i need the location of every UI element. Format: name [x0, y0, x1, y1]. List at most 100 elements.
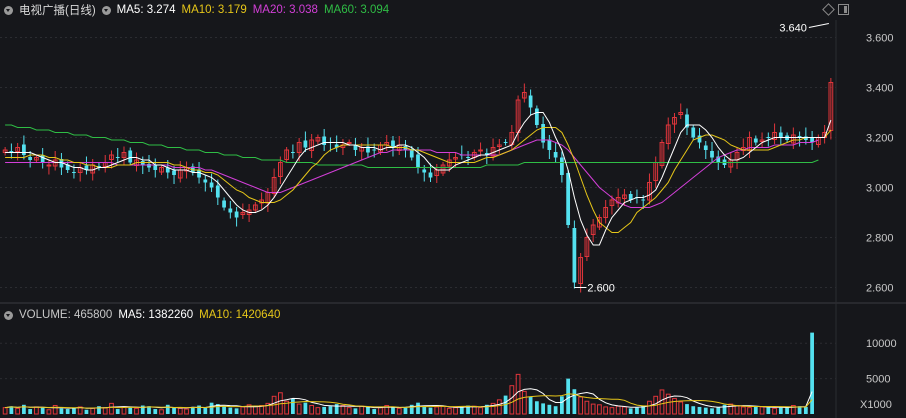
volume-bar — [396, 407, 402, 415]
candle-body — [315, 137, 321, 142]
volume-bar — [366, 406, 370, 414]
volume-bar — [659, 389, 665, 415]
volume-bar — [346, 407, 352, 415]
volume-bar — [59, 408, 64, 414]
candle-body — [547, 139, 552, 150]
volume-bar — [710, 408, 714, 414]
candle-body — [291, 152, 295, 153]
candle-body — [810, 137, 814, 143]
candle-body — [484, 153, 489, 155]
volume-bar — [803, 406, 808, 414]
volume-bar — [622, 406, 627, 415]
volume-bar — [584, 400, 590, 415]
candle-body — [353, 145, 358, 150]
candle-body — [277, 162, 283, 177]
candle-body — [228, 208, 233, 213]
price-tick-label: 3.600 — [866, 33, 894, 45]
high-marker-line — [808, 23, 829, 28]
candle-body — [172, 170, 176, 175]
volume-bar — [785, 406, 789, 414]
panel-icon[interactable] — [838, 4, 849, 15]
candle-body — [391, 140, 395, 148]
volume-bar — [265, 402, 271, 415]
volume-bar — [484, 404, 489, 414]
volume-bar — [428, 407, 433, 414]
candle-body — [478, 149, 483, 152]
volume-bar — [703, 407, 708, 414]
volume-bar — [240, 406, 246, 415]
volume-bar — [177, 407, 183, 415]
volume-bar — [496, 399, 502, 415]
volume-bar — [515, 373, 521, 415]
volume-bar — [560, 396, 564, 414]
volume-bar — [566, 378, 571, 414]
candle-body — [503, 142, 508, 143]
candle-body — [59, 159, 64, 168]
candle-body — [590, 224, 596, 235]
volume-tick-label: 10000 — [866, 338, 897, 350]
volume-bar — [691, 406, 696, 414]
candle-body — [22, 144, 26, 155]
candle-body — [528, 95, 533, 108]
volume-bar — [440, 405, 446, 415]
volume-bar — [102, 407, 108, 415]
volume-bar — [252, 405, 258, 415]
candle-body — [422, 169, 427, 173]
volume-bar — [578, 396, 584, 415]
candle-body — [466, 157, 470, 158]
volume-bar — [215, 404, 220, 414]
volume-bar — [77, 406, 83, 415]
volume-bar — [65, 409, 70, 414]
volume-bar — [453, 407, 458, 415]
volume-bar — [372, 409, 377, 414]
candle-body — [628, 194, 633, 200]
volume-bar — [15, 407, 21, 415]
volume-bar — [384, 405, 390, 415]
volume-bar — [46, 409, 52, 415]
volume-bar — [90, 407, 96, 415]
volume-bar — [309, 405, 315, 415]
volume-ma5: MA5: 1382260 — [118, 309, 194, 321]
volume-bar — [641, 405, 646, 414]
volume-bar — [153, 409, 158, 414]
volume-bar — [672, 397, 677, 415]
volume-bar — [2, 407, 8, 415]
candle-body — [215, 185, 220, 198]
volume-bar — [728, 403, 734, 415]
volume-bar — [716, 406, 721, 414]
candle-body — [309, 139, 315, 151]
candle-body — [147, 164, 151, 168]
volume-bar — [635, 407, 639, 414]
candle-body — [453, 157, 458, 160]
candle-body — [222, 200, 226, 208]
candle-body — [678, 112, 684, 115]
candle-body — [416, 154, 420, 168]
volume-bar — [697, 406, 702, 414]
volume-unit-label: X1000 — [860, 399, 892, 411]
candle-body — [597, 217, 602, 228]
volume-bar — [303, 402, 308, 414]
candle-body — [578, 257, 584, 284]
candle-body — [553, 152, 558, 158]
candle-body — [541, 124, 545, 143]
volume-bar — [778, 407, 783, 414]
volume-bar — [734, 405, 740, 415]
volume-bar — [772, 407, 777, 415]
candle-body — [234, 211, 239, 218]
candle-body — [296, 142, 302, 153]
candle-body — [803, 136, 808, 140]
volume-bar — [72, 407, 76, 414]
volume-bar — [759, 406, 765, 415]
candle-body — [28, 157, 33, 160]
chart-controls — [822, 3, 849, 16]
collapse-icon[interactable] — [4, 310, 13, 320]
chevron-down-icon[interactable] — [101, 5, 111, 15]
volume-bar — [291, 398, 295, 414]
candle-body — [566, 173, 571, 225]
volume-tick-label: 5000 — [866, 374, 890, 386]
volume-bar — [334, 404, 339, 414]
volume-bar — [296, 403, 302, 415]
candle-body — [366, 146, 370, 153]
collapse-icon[interactable] — [4, 5, 13, 15]
